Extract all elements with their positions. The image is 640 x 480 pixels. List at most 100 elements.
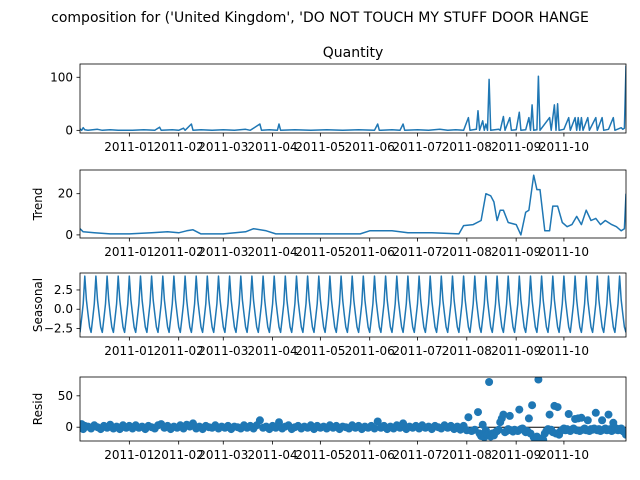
data-point (598, 416, 607, 425)
y-tick-label: 0 (65, 420, 73, 434)
x-tick-label: 2011-02 (154, 344, 204, 358)
x-tick-label: 2011-10 (539, 448, 589, 462)
x-tick-label: 2011-04 (248, 140, 298, 154)
x-tick-label: 2011-07 (392, 245, 442, 259)
x-tick-label: 2011-10 (539, 344, 589, 358)
y-axis-resid: 0 50 (58, 389, 80, 434)
x-tick-label: 2011-04 (248, 245, 298, 259)
data-point (499, 410, 508, 419)
data-point (604, 410, 613, 419)
data-point (370, 424, 379, 433)
y-tick-label: 50 (58, 389, 73, 403)
y-axis-label: Trend (31, 188, 45, 222)
x-tick-label: 2011-06 (345, 344, 395, 358)
series-line-trend (80, 174, 626, 236)
x-tick-label: 2011-04 (248, 448, 298, 462)
y-axis-quantity: 0 100 (50, 70, 80, 137)
x-tick-label: 2011-08 (442, 245, 492, 259)
data-point (583, 416, 592, 425)
panel-title: Quantity (323, 45, 384, 61)
data-point (553, 403, 562, 412)
x-tick-label: 2011-01 (104, 448, 154, 462)
x-tick-label: 2011-01 (104, 344, 154, 358)
x-tick-label: 2011-07 (392, 140, 442, 154)
x-tick-label: 2011-10 (539, 245, 589, 259)
data-point (275, 418, 283, 427)
x-tick-label: 2011-03 (198, 448, 248, 462)
y-axis-label: Resid (31, 393, 45, 425)
x-tick-label: 2011-08 (442, 344, 492, 358)
x-tick-label: 2011-06 (345, 245, 395, 259)
data-point (564, 410, 573, 418)
x-tick-label: 2011-07 (392, 344, 442, 358)
data-point (528, 401, 537, 410)
x-tick-label: 2011-03 (198, 344, 248, 358)
x-tick-label: 2011-10 (539, 140, 589, 154)
x-tick-label: 2011-08 (442, 448, 492, 462)
plot-area-trend (80, 174, 626, 236)
y-tick-label: −2.5 (44, 322, 73, 336)
x-tick-label: 2011-09 (491, 140, 541, 154)
data-point (494, 425, 503, 434)
y-axis-seasonal: −2.5 0.0 2.5 (44, 283, 80, 336)
series-line-quantity (80, 65, 626, 132)
y-tick-label: 0 (65, 228, 73, 242)
data-point (255, 416, 264, 425)
plot-area-quantity (80, 65, 626, 132)
data-point (474, 408, 482, 417)
y-tick-label: 0 (65, 123, 73, 137)
data-point (515, 405, 524, 414)
x-tick-label: 2011-06 (345, 448, 395, 462)
x-tick-label: 2011-08 (442, 140, 492, 154)
y-tick-label: 20 (58, 187, 73, 201)
data-point (505, 411, 514, 420)
x-tick-label: 2011-03 (198, 140, 248, 154)
x-tick-label: 2011-09 (491, 344, 541, 358)
series-line-seasonal (80, 275, 626, 334)
series-resid (80, 377, 626, 441)
data-point (373, 417, 382, 426)
x-tick-label: 2011-07 (392, 448, 442, 462)
axes-frame-resid (79, 376, 627, 442)
x-tick-label: 2011-05 (295, 245, 345, 259)
y-axis-label: Seasonal (31, 278, 45, 332)
x-tick-label: 2011-01 (104, 140, 154, 154)
y-tick-label: 0.0 (54, 302, 73, 316)
plot-area-seasonal (80, 275, 626, 334)
x-tick-label: 2011-02 (154, 448, 204, 462)
x-tick-label: 2011-02 (154, 245, 204, 259)
data-point (464, 413, 473, 422)
data-point (577, 413, 586, 422)
data-point (622, 430, 626, 439)
x-tick-label: 2011-06 (345, 140, 395, 154)
x-tick-label: 2011-02 (154, 140, 204, 154)
data-point (545, 410, 554, 419)
y-tick-label: 100 (50, 70, 73, 84)
x-tick-label: 2011-05 (295, 140, 345, 154)
y-tick-label: 2.5 (54, 283, 73, 297)
figure-title: composition for ('United Kingdom', 'DO N… (51, 10, 589, 26)
x-tick-label: 2011-01 (104, 245, 154, 259)
plot-area-resid (80, 377, 626, 441)
data-point (524, 414, 533, 423)
x-tick-label: 2011-05 (295, 448, 345, 462)
axes-frame-quantity (79, 63, 627, 134)
axes-frame-trend (79, 169, 627, 239)
data-point (485, 378, 494, 386)
x-tick-label: 2011-04 (248, 344, 298, 358)
x-tick-label: 2011-09 (491, 245, 541, 259)
x-tick-label: 2011-03 (198, 245, 248, 259)
y-axis-trend: 0 20 (58, 187, 80, 242)
x-tick-label: 2011-09 (491, 448, 541, 462)
data-point (591, 408, 600, 417)
